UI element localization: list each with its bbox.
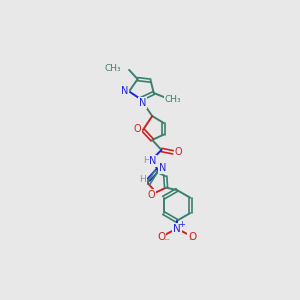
Text: ·⁻: ·⁻ — [188, 236, 195, 245]
Text: N: N — [158, 164, 166, 173]
Text: ·⁻: ·⁻ — [163, 236, 170, 245]
Text: N: N — [149, 156, 157, 166]
Text: N: N — [139, 98, 146, 108]
Text: CH₃: CH₃ — [105, 64, 122, 73]
Text: +: + — [178, 220, 185, 229]
Text: O: O — [134, 124, 141, 134]
Text: N: N — [121, 86, 128, 96]
Text: O: O — [157, 232, 166, 242]
Text: H: H — [140, 175, 146, 184]
Text: CH₃: CH₃ — [165, 94, 181, 103]
Text: O: O — [175, 147, 182, 157]
Text: H: H — [143, 156, 150, 165]
Text: O: O — [148, 190, 155, 200]
Text: O: O — [188, 232, 196, 242]
Text: N: N — [173, 224, 181, 233]
